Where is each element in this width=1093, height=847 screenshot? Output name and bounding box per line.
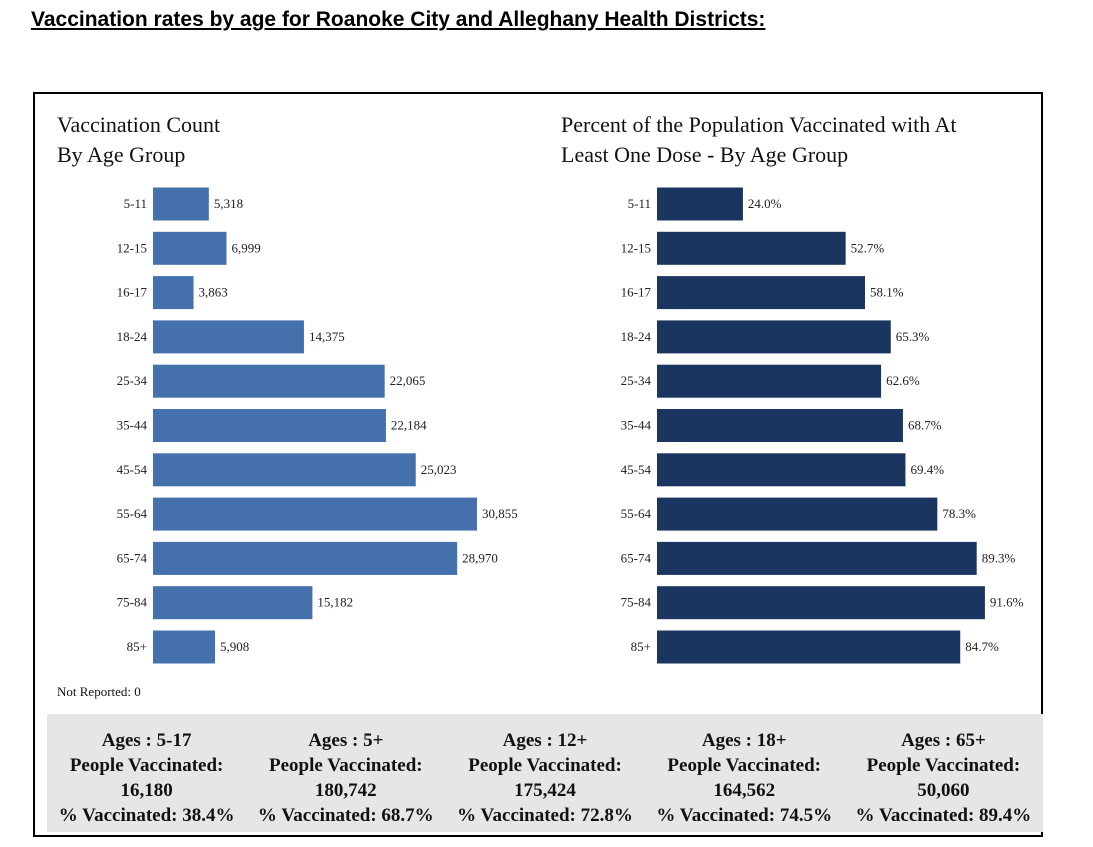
bar: [657, 409, 903, 442]
value-label: 68.7%: [908, 418, 942, 433]
bar: [657, 320, 891, 354]
summary-people-label: People Vaccinated:: [866, 755, 1021, 776]
category-label: 35-44: [117, 418, 148, 433]
value-label: 5,318: [214, 196, 243, 211]
bar: [153, 409, 386, 442]
category-label: 55-64: [621, 506, 652, 521]
summary-block: Ages : 18+ People Vaccinated: 164,562 % …: [645, 714, 844, 832]
summary-people-count: 175,424: [514, 780, 576, 801]
value-label: 91.6%: [990, 595, 1024, 610]
bar: [153, 231, 227, 265]
value-label: 24.0%: [748, 196, 782, 211]
category-label: 65-74: [621, 550, 652, 565]
category-label: 12-15: [117, 240, 147, 255]
category-label: 18-24: [621, 329, 652, 344]
summary-block: Ages : 65+ People Vaccinated: 50,060 % V…: [844, 714, 1043, 832]
summary-people-count: 164,562: [713, 780, 776, 801]
summary-ages: Ages : 18+: [701, 730, 787, 751]
value-label: 62.6%: [886, 373, 920, 388]
summary-ages: Ages : 12+: [502, 730, 588, 751]
summary-ages: Ages : 5-17: [101, 730, 192, 751]
summary-block: Ages : 5+ People Vaccinated: 180,742 % V…: [246, 714, 445, 832]
bar: [657, 364, 882, 398]
bar: [153, 364, 385, 398]
value-label: 25,023: [421, 462, 457, 477]
value-label: 89.3%: [982, 550, 1016, 565]
summary-percent: % Vaccinated: 72.8%: [457, 805, 633, 826]
value-label: 69.4%: [910, 462, 944, 477]
bar: [657, 276, 865, 310]
summary-percent: % Vaccinated: 38.4%: [58, 805, 235, 826]
value-label: 65.3%: [896, 329, 930, 344]
bar: [153, 586, 313, 620]
summary-people-label: People Vaccinated:: [69, 755, 224, 776]
bar: [153, 497, 477, 531]
value-label: 28,970: [462, 550, 498, 565]
page-heading: Vaccination rates by age for Roanoke Cit…: [31, 8, 766, 31]
bar: [657, 231, 846, 265]
category-label: 55-64: [117, 506, 148, 521]
count-chart-title: Vaccination Count By Age Group: [57, 112, 221, 167]
category-label: 45-54: [117, 462, 148, 477]
value-label: 78.3%: [942, 506, 976, 521]
category-label: 25-34: [621, 373, 652, 388]
summary-ages: Ages : 65+: [901, 730, 986, 751]
bar: [657, 497, 938, 531]
value-label: 6,999: [231, 240, 260, 255]
bar: [153, 187, 209, 221]
summary-percent: % Vaccinated: 68.7%: [257, 805, 434, 826]
bar: [153, 453, 416, 487]
value-label: 22,065: [390, 373, 426, 388]
category-label: 5-11: [628, 196, 651, 211]
summary-block: Ages : 5-17 People Vaccinated: 16,180 % …: [47, 714, 246, 832]
category-label: 45-54: [621, 462, 652, 477]
summary-people-count: 180,742: [314, 780, 377, 801]
value-label: 52.7%: [851, 240, 885, 255]
count-bar-chart: 5-11 5,318 12-15 6,999 16-17 3,863 18-24 14,375…: [117, 187, 518, 664]
summary-panel: Ages : 5-17 People Vaccinated: 16,180 % …: [47, 714, 1043, 832]
category-label: 12-15: [621, 240, 651, 255]
category-label: 25-34: [117, 373, 148, 388]
bar: [153, 541, 458, 575]
summary-ages: Ages : 5+: [308, 730, 384, 751]
bar: [657, 541, 977, 575]
value-label: 30,855: [482, 506, 518, 521]
summary-people-count: 50,060: [917, 780, 970, 801]
bar: [657, 630, 961, 664]
percent-bar-chart: 5-11 24.0% 12-15 52.7% 16-17 58.1% 18-24 65.3% 2…: [621, 187, 1024, 664]
category-label: 16-17: [621, 285, 652, 300]
summary-people-label: People Vaccinated:: [269, 755, 423, 776]
summary-people-label: People Vaccinated:: [468, 755, 622, 776]
category-label: 65-74: [117, 550, 148, 565]
bar: [153, 320, 304, 354]
summary-percent: % Vaccinated: 89.4%: [855, 805, 1032, 826]
category-label: 75-84: [621, 595, 652, 610]
value-label: 14,375: [309, 329, 345, 344]
value-label: 58.1%: [870, 285, 904, 300]
summary-block: Ages : 12+ People Vaccinated: 175,424 % …: [445, 714, 644, 832]
category-label: 18-24: [117, 329, 148, 344]
category-label: 16-17: [117, 285, 148, 300]
summary-percent: % Vaccinated: 74.5%: [656, 805, 833, 826]
bar: [657, 453, 906, 487]
category-label: 85+: [127, 639, 147, 654]
value-label: 5,908: [220, 639, 249, 654]
category-label: 75-84: [117, 595, 148, 610]
not-reported-note: Not Reported: 0: [57, 684, 141, 699]
value-label: 84.7%: [965, 639, 999, 654]
bar: [153, 276, 194, 310]
category-label: 5-11: [124, 196, 147, 211]
percent-chart-title: Percent of the Population Vaccinated wit…: [561, 112, 957, 167]
bar: [153, 630, 216, 664]
value-label: 22,184: [391, 418, 427, 433]
category-label: 35-44: [621, 418, 652, 433]
summary-people-label: People Vaccinated:: [667, 755, 821, 776]
value-label: 3,863: [199, 285, 228, 300]
value-label: 15,182: [317, 595, 353, 610]
summary-people-count: 16,180: [120, 780, 173, 801]
bar: [657, 586, 985, 620]
category-label: 85+: [631, 639, 651, 654]
bar: [657, 187, 743, 221]
dashboard-frame: Vaccination Count By Age Group Percent o…: [33, 92, 1043, 837]
